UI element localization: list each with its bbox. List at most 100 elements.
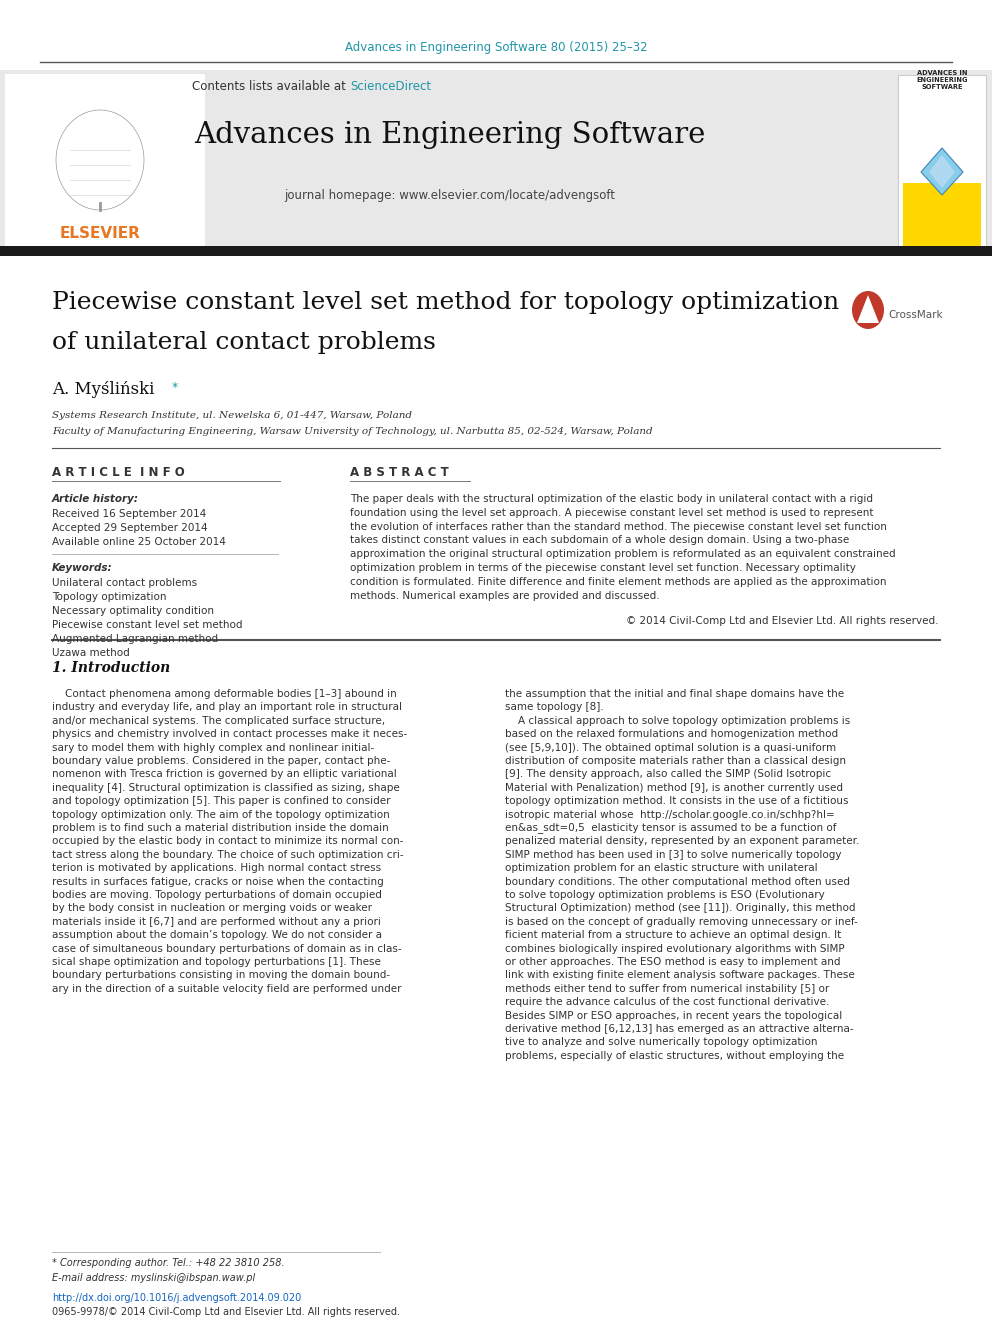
Text: Systems Research Institute, ul. Newelska 6, 01-447, Warsaw, Poland: Systems Research Institute, ul. Newelska… [52,410,412,419]
Text: ADVANCES IN
ENGINEERING
SOFTWARE: ADVANCES IN ENGINEERING SOFTWARE [917,70,968,90]
Text: 1. Introduction: 1. Introduction [52,662,171,675]
Text: http://dx.doi.org/10.1016/j.advengsoft.2014.09.020: http://dx.doi.org/10.1016/j.advengsoft.2… [52,1293,302,1303]
Text: foundation using the level set approach. A piecewise constant level set method i: foundation using the level set approach.… [350,508,874,517]
Text: Advances in Engineering Software 80 (2015) 25–32: Advances in Engineering Software 80 (201… [344,41,648,54]
Text: Contact phenomena among deformable bodies [1–3] abound in: Contact phenomena among deformable bodie… [52,689,397,699]
Bar [0,246,992,255]
Text: is based on the concept of gradually removing unnecessary or inef-: is based on the concept of gradually rem… [505,917,858,927]
Text: ary in the direction of a suitable velocity field are performed under: ary in the direction of a suitable veloc… [52,984,402,994]
Text: sical shape optimization and topology perturbations [1]. These: sical shape optimization and topology pe… [52,957,381,967]
Text: of unilateral contact problems: of unilateral contact problems [52,331,435,353]
Text: link with existing finite element analysis software packages. These: link with existing finite element analys… [505,970,855,980]
Text: Piecewise constant level set method: Piecewise constant level set method [52,620,242,630]
Text: same topology [8].: same topology [8]. [505,703,604,712]
Text: Augmented Lagrangian method: Augmented Lagrangian method [52,634,218,644]
Text: require the advance calculus of the cost functional derivative.: require the advance calculus of the cost… [505,998,829,1007]
Text: Available online 25 October 2014: Available online 25 October 2014 [52,537,226,546]
Bar [903,183,981,247]
Text: approximation the original structural optimization problem is reformulated as an: approximation the original structural op… [350,549,896,560]
Text: tact stress along the boundary. The choice of such optimization cri-: tact stress along the boundary. The choi… [52,849,404,860]
Text: materials inside it [6,7] and are performed without any a priori: materials inside it [6,7] and are perfor… [52,917,381,927]
Text: the evolution of interfaces rather than the standard method. The piecewise const: the evolution of interfaces rather than … [350,521,887,532]
Bar [898,75,986,247]
Text: penalized material density, represented by an exponent parameter.: penalized material density, represented … [505,836,859,847]
Text: and topology optimization [5]. This paper is confined to consider: and topology optimization [5]. This pape… [52,796,391,806]
Text: terion is motivated by applications. High normal contact stress: terion is motivated by applications. Hig… [52,863,381,873]
Text: Topology optimization: Topology optimization [52,591,167,602]
Text: boundary perturbations consisting in moving the domain bound-: boundary perturbations consisting in mov… [52,970,390,980]
Text: Besides SIMP or ESO approaches, in recent years the topological: Besides SIMP or ESO approaches, in recen… [505,1011,842,1020]
Text: bodies are moving. Topology perturbations of domain occupied: bodies are moving. Topology perturbation… [52,890,382,900]
Text: isotropic material whose  http://scholar.google.co.in/schhp?hl=: isotropic material whose http://scholar.… [505,810,834,820]
Text: methods. Numerical examples are provided and discussed.: methods. Numerical examples are provided… [350,590,660,601]
Polygon shape [857,295,879,323]
Text: Article history:: Article history: [52,493,139,504]
Text: The paper deals with the structural optimization of the elastic body in unilater: The paper deals with the structural opti… [350,493,873,504]
Text: assumption about the domain’s topology. We do not consider a: assumption about the domain’s topology. … [52,930,382,941]
Text: * Corresponding author. Tel.: +48 22 3810 258.: * Corresponding author. Tel.: +48 22 381… [52,1258,285,1267]
Text: Keywords:: Keywords: [52,564,113,573]
Text: Unilateral contact problems: Unilateral contact problems [52,578,197,587]
Text: problems, especially of elastic structures, without employing the: problems, especially of elastic structur… [505,1050,844,1061]
Text: optimization problem for an elastic structure with unilateral: optimization problem for an elastic stru… [505,863,817,873]
Text: results in surfaces fatigue, cracks or noise when the contacting: results in surfaces fatigue, cracks or n… [52,877,384,886]
Text: (see [5,9,10]). The obtained optimal solution is a quasi-uniform: (see [5,9,10]). The obtained optimal sol… [505,742,836,753]
Text: inequality [4]. Structural optimization is classified as sizing, shape: inequality [4]. Structural optimization … [52,783,400,792]
Text: Necessary optimality condition: Necessary optimality condition [52,606,214,617]
Text: Contents lists available at: Contents lists available at [192,79,350,93]
Text: nomenon with Tresca friction is governed by an elliptic variational: nomenon with Tresca friction is governed… [52,770,397,779]
Polygon shape [921,148,963,194]
Text: the assumption that the initial and final shape domains have the: the assumption that the initial and fina… [505,689,844,699]
Text: industry and everyday life, and play an important role in structural: industry and everyday life, and play an … [52,703,402,712]
Text: *: * [172,381,179,394]
Text: A B S T R A C T: A B S T R A C T [350,466,448,479]
Text: occupied by the elastic body in contact to minimize its normal con-: occupied by the elastic body in contact … [52,836,404,847]
Text: physics and chemistry involved in contact processes make it neces-: physics and chemistry involved in contac… [52,729,408,740]
Text: and/or mechanical systems. The complicated surface structure,: and/or mechanical systems. The complicat… [52,716,385,726]
Text: A R T I C L E  I N F O: A R T I C L E I N F O [52,466,185,479]
Text: ELSEVIER: ELSEVIER [60,225,141,241]
Text: 0965-9978/© 2014 Civil-Comp Ltd and Elsevier Ltd. All rights reserved.: 0965-9978/© 2014 Civil-Comp Ltd and Else… [52,1307,400,1316]
Text: Advances in Engineering Software: Advances in Engineering Software [194,120,705,149]
Text: based on the relaxed formulations and homogenization method: based on the relaxed formulations and ho… [505,729,838,740]
Text: derivative method [6,12,13] has emerged as an attractive alterna-: derivative method [6,12,13] has emerged … [505,1024,854,1035]
Text: topology optimization only. The aim of the topology optimization: topology optimization only. The aim of t… [52,810,390,820]
Text: Material with Penalization) method [9], is another currently used: Material with Penalization) method [9], … [505,783,843,792]
Text: ScienceDirect: ScienceDirect [350,79,432,93]
Text: CrossMark: CrossMark [888,310,942,320]
Text: tive to analyze and solve numerically topology optimization: tive to analyze and solve numerically to… [505,1037,817,1048]
Text: journal homepage: www.elsevier.com/locate/advengsoft: journal homepage: www.elsevier.com/locat… [285,188,615,201]
Text: problem is to find such a material distribution inside the domain: problem is to find such a material distr… [52,823,389,833]
Text: takes distinct constant values in each subdomain of a whole design domain. Using: takes distinct constant values in each s… [350,536,849,545]
Text: SIMP method has been used in [3] to solve numerically topology: SIMP method has been used in [3] to solv… [505,849,841,860]
Text: sary to model them with highly complex and nonlinear initial-: sary to model them with highly complex a… [52,742,374,753]
Text: A. Myśliński: A. Myśliński [52,381,155,398]
Text: distribution of composite materials rather than a classical design: distribution of composite materials rath… [505,755,846,766]
Polygon shape [929,155,955,188]
Text: Faculty of Manufacturing Engineering, Warsaw University of Technology, ul. Narbu: Faculty of Manufacturing Engineering, Wa… [52,426,653,435]
Text: methods either tend to suffer from numerical instability [5] or: methods either tend to suffer from numer… [505,984,829,994]
Text: optimization problem in terms of the piecewise constant level set function. Nece: optimization problem in terms of the pie… [350,564,856,573]
Text: [9]. The density approach, also called the SIMP (Solid Isotropic: [9]. The density approach, also called t… [505,770,831,779]
Text: case of simultaneous boundary perturbations of domain as in clas-: case of simultaneous boundary perturbati… [52,943,402,954]
Text: ficient material from a structure to achieve an optimal design. It: ficient material from a structure to ach… [505,930,841,941]
Text: Uzawa method: Uzawa method [52,648,130,658]
Text: Received 16 September 2014: Received 16 September 2014 [52,509,206,519]
Text: to solve topology optimization problems is ESO (Evolutionary: to solve topology optimization problems … [505,890,824,900]
Text: © 2014 Civil-Comp Ltd and Elsevier Ltd. All rights reserved.: © 2014 Civil-Comp Ltd and Elsevier Ltd. … [626,617,938,626]
Bar [5,74,205,247]
Text: combines biologically inspired evolutionary algorithms with SIMP: combines biologically inspired evolution… [505,943,844,954]
Text: A classical approach to solve topology optimization problems is: A classical approach to solve topology o… [505,716,850,726]
Text: topology optimization method. It consists in the use of a fictitious: topology optimization method. It consist… [505,796,848,806]
Text: boundary conditions. The other computational method often used: boundary conditions. The other computati… [505,877,850,886]
Text: E-mail address: myslinski@ibspan.waw.pl: E-mail address: myslinski@ibspan.waw.pl [52,1273,255,1283]
Text: Accepted 29 September 2014: Accepted 29 September 2014 [52,523,207,533]
Bar [0,70,992,247]
Text: condition is formulated. Finite difference and finite element methods are applie: condition is formulated. Finite differen… [350,577,887,587]
Text: Structural Optimization) method (see [11]). Originally, this method: Structural Optimization) method (see [11… [505,904,855,913]
Text: Piecewise constant level set method for topology optimization: Piecewise constant level set method for … [52,291,839,314]
Text: by the body consist in nucleation or merging voids or weaker: by the body consist in nucleation or mer… [52,904,372,913]
Text: or other approaches. The ESO method is easy to implement and: or other approaches. The ESO method is e… [505,957,840,967]
Text: boundary value problems. Considered in the paper, contact phe-: boundary value problems. Considered in t… [52,755,391,766]
Ellipse shape [852,291,884,329]
